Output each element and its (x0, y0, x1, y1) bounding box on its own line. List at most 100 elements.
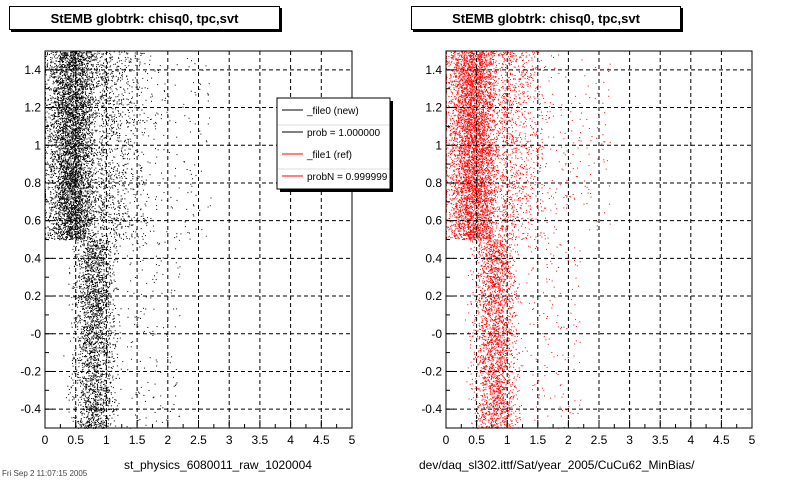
data-point (91, 164, 93, 166)
data-point (88, 200, 90, 202)
data-point (71, 115, 73, 117)
data-point (73, 54, 75, 56)
data-point (78, 97, 80, 99)
data-point (81, 55, 83, 56)
data-point (76, 228, 78, 230)
data-point (91, 216, 93, 218)
data-point (58, 227, 60, 229)
data-point (89, 185, 91, 187)
data-point (75, 83, 77, 85)
data-point (63, 180, 64, 182)
data-point (74, 175, 76, 176)
data-point (94, 78, 96, 80)
data-point (71, 197, 73, 199)
data-point (72, 78, 74, 80)
data-point (90, 90, 92, 92)
data-point (52, 228, 54, 230)
data-point (69, 56, 71, 58)
data-point (78, 210, 80, 212)
data-point (74, 58, 76, 60)
data-point (75, 128, 77, 130)
data-point (85, 58, 87, 60)
data-point (62, 135, 64, 137)
data-point (59, 66, 61, 68)
data-point (71, 95, 73, 97)
data-point (52, 166, 54, 167)
data-point (62, 72, 64, 73)
data-point (63, 92, 65, 94)
data-point (71, 108, 73, 109)
data-point (60, 58, 62, 60)
data-point (46, 66, 48, 68)
data-point (70, 136, 72, 138)
data-point (70, 235, 72, 237)
data-point (53, 67, 55, 69)
data-point (88, 120, 90, 122)
data-point (81, 176, 83, 178)
data-point (71, 138, 73, 140)
data-point (93, 213, 95, 215)
data-point (65, 221, 66, 223)
data-point (90, 121, 92, 123)
data-point (61, 158, 63, 160)
data-point (57, 176, 59, 178)
data-point (68, 191, 70, 193)
data-point (71, 231, 73, 233)
data-point (94, 199, 96, 201)
data-point (67, 220, 69, 222)
data-point (101, 164, 103, 166)
data-point (62, 116, 64, 118)
data-point (67, 103, 69, 105)
data-point (90, 110, 92, 112)
data-point (62, 99, 64, 101)
data-point (86, 181, 88, 183)
data-point (103, 132, 105, 134)
data-point (74, 147, 76, 149)
data-point (48, 165, 50, 167)
data-point (91, 144, 93, 146)
data-point (56, 213, 57, 215)
data-point (53, 166, 55, 168)
data-point (77, 207, 79, 209)
data-point (82, 192, 84, 194)
data-point (86, 217, 88, 219)
data-point (68, 226, 70, 227)
data-point (77, 152, 79, 154)
data-point (89, 191, 91, 193)
data-point (77, 51, 79, 53)
data-point (76, 178, 78, 180)
data-point (77, 237, 79, 239)
data-point (69, 130, 71, 132)
data-point (66, 111, 68, 113)
data-point (84, 129, 86, 131)
data-point (78, 170, 79, 172)
data-point (94, 233, 96, 235)
data-point (83, 235, 85, 237)
data-point (69, 86, 71, 88)
data-point (72, 179, 74, 180)
data-point (65, 115, 67, 117)
data-point (68, 79, 70, 81)
data-point (86, 203, 88, 205)
data-point (96, 191, 98, 193)
data-point (64, 158, 66, 160)
data-point (89, 131, 91, 133)
data-point (72, 228, 74, 230)
data-point (89, 72, 91, 74)
data-point (59, 100, 61, 102)
data-point (65, 77, 67, 78)
data-point (72, 186, 74, 188)
data-point (68, 140, 70, 142)
data-point (81, 209, 83, 211)
data-point (95, 226, 97, 228)
data-point (50, 235, 52, 237)
data-point (78, 117, 80, 119)
data-point (77, 137, 79, 139)
data-point (69, 226, 71, 228)
data-point (63, 81, 65, 83)
data-point (62, 86, 64, 88)
data-point (73, 73, 75, 75)
data-point (85, 145, 87, 147)
data-point (70, 200, 72, 202)
data-point (56, 120, 58, 122)
